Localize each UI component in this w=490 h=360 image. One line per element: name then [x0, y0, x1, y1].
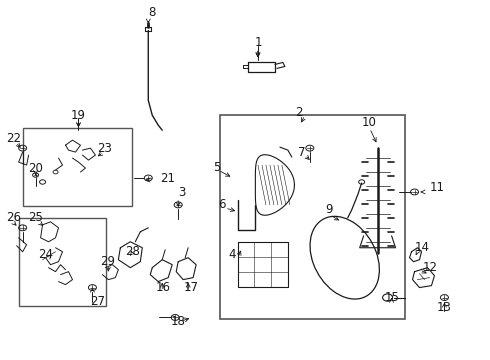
Text: 5: 5	[213, 161, 220, 174]
Text: 20: 20	[28, 162, 44, 175]
Text: 16: 16	[155, 281, 170, 294]
Text: 6: 6	[218, 198, 225, 211]
Text: 26: 26	[6, 211, 21, 224]
Text: 12: 12	[422, 261, 438, 274]
Bar	[23, 128, 132, 206]
Text: 11: 11	[429, 181, 444, 194]
Text: 27: 27	[91, 295, 105, 308]
Text: 18: 18	[170, 315, 185, 328]
Text: 7: 7	[298, 145, 305, 159]
Bar	[220, 115, 405, 319]
Text: 15: 15	[385, 291, 399, 304]
Text: 21: 21	[160, 171, 175, 185]
Text: 14: 14	[415, 241, 430, 254]
Text: 4: 4	[228, 248, 236, 261]
Text: 3: 3	[178, 186, 186, 199]
Text: 1: 1	[255, 36, 263, 49]
Text: 23: 23	[98, 141, 112, 155]
Text: 9: 9	[325, 203, 332, 216]
Text: 17: 17	[183, 281, 198, 294]
Text: 25: 25	[28, 211, 44, 224]
Text: 13: 13	[437, 301, 451, 314]
Text: 22: 22	[6, 132, 21, 145]
Text: 29: 29	[100, 255, 116, 268]
Text: 2: 2	[295, 106, 302, 119]
Text: 8: 8	[148, 6, 156, 19]
Bar	[19, 218, 106, 306]
Text: 28: 28	[125, 245, 140, 258]
Text: 19: 19	[71, 109, 85, 122]
Text: 24: 24	[39, 248, 53, 261]
Text: 10: 10	[362, 116, 376, 129]
